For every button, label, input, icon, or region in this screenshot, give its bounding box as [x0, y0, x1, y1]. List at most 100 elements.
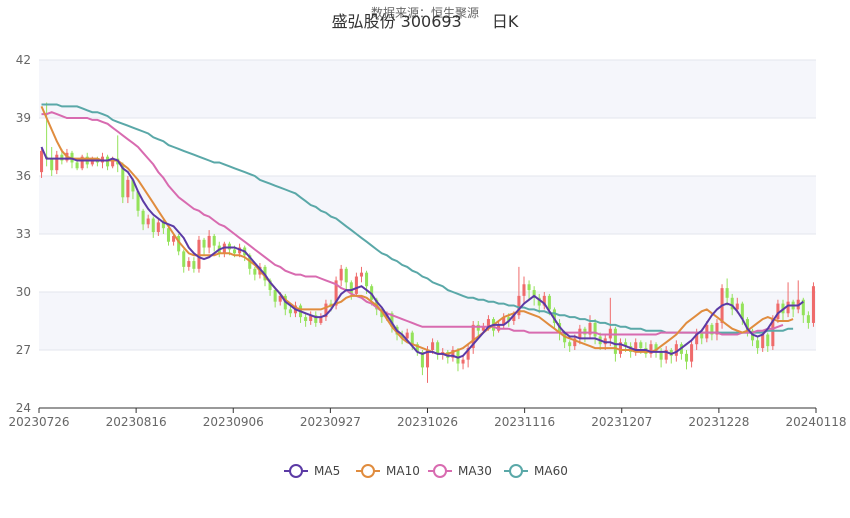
candle-body [415, 344, 419, 352]
candle-body [776, 303, 780, 320]
candle-body [182, 251, 186, 267]
candle-body [806, 315, 810, 323]
candle-body [801, 299, 805, 316]
candle-body [537, 297, 541, 306]
x-tick-label: 20231228 [688, 415, 749, 429]
candle-body [273, 290, 277, 302]
candle-body [471, 324, 475, 349]
candle-body [588, 322, 592, 335]
candle-body [268, 280, 272, 291]
candle-body [624, 342, 628, 347]
y-tick-label: 30 [16, 285, 31, 299]
legend-marker-ma5 [289, 464, 303, 478]
candle-body [166, 228, 171, 242]
candle-body [659, 351, 663, 360]
candle-body [811, 286, 815, 323]
candle-body [695, 332, 699, 345]
candle-body [50, 158, 54, 171]
candle-body [441, 351, 445, 354]
candle-body [172, 235, 176, 242]
candle-body [121, 164, 125, 198]
candle-body [253, 268, 257, 275]
ma5-line [40, 146, 804, 359]
candle-body [232, 249, 237, 254]
candle-body [568, 342, 572, 347]
y-tick-label: 36 [16, 169, 31, 183]
legend-marker-ma60 [509, 464, 523, 478]
candle-body [197, 239, 201, 269]
candle-body [618, 342, 623, 354]
candle-body [420, 351, 424, 368]
x-tick-label: 20230816 [106, 415, 167, 429]
y-tick-label: 33 [16, 227, 31, 241]
y-tick-label: 27 [16, 343, 31, 357]
source-label: 数据来源：恒生聚源 [370, 6, 479, 20]
candle-body [288, 309, 292, 314]
legend-label-ma5: MA5 [314, 464, 340, 478]
legend-label-ma60: MA60 [534, 464, 568, 478]
period-label: 日K [491, 12, 519, 31]
candle-body [359, 272, 364, 277]
candle-body [725, 288, 729, 298]
candle-body [319, 317, 323, 323]
candle-body [75, 162, 79, 169]
candle-body [700, 332, 704, 339]
candle-body [410, 332, 414, 345]
candle-body [766, 334, 770, 347]
ma30-line [41, 111, 784, 336]
candle-body [126, 179, 130, 198]
x-tick-label: 20231026 [397, 415, 458, 429]
x-tick-label: 20240118 [785, 415, 846, 429]
candle-body [324, 303, 328, 318]
candle-body [756, 340, 760, 349]
legend-marker-ma30 [433, 464, 447, 478]
candle-body [786, 301, 790, 314]
legend-label-ma10: MA10 [386, 464, 420, 478]
candle-body [522, 284, 526, 296]
candle-body [309, 315, 313, 321]
candle-body [664, 350, 668, 360]
grid-band [39, 292, 816, 350]
candle-body [55, 154, 59, 171]
candle-body [715, 322, 719, 335]
candle-body [334, 280, 338, 306]
y-tick-label: 42 [16, 53, 31, 67]
candle-body [192, 261, 196, 269]
candle-body [684, 353, 689, 362]
candle-body [466, 348, 470, 360]
candle-body [40, 150, 44, 173]
candle-body [745, 319, 749, 331]
candle-body [212, 235, 216, 246]
candle-body [486, 319, 490, 327]
candle-body [710, 324, 714, 335]
y-tick-label: 24 [16, 401, 31, 415]
legend-marker-ma10 [361, 464, 375, 478]
candle-body [451, 350, 455, 358]
candle-body [613, 328, 617, 354]
candle-body [481, 326, 485, 331]
candle-body [771, 319, 775, 347]
candle-body [314, 315, 318, 323]
candle-body [380, 309, 384, 318]
candle-body [512, 315, 516, 321]
candle-body [136, 191, 140, 211]
candle-body [339, 268, 343, 281]
candle-body [639, 342, 643, 349]
x-tick-label: 20230726 [8, 415, 69, 429]
candle-body [365, 272, 369, 287]
candle-body [400, 334, 404, 339]
candle-body [431, 342, 435, 350]
candle-body [542, 295, 546, 306]
candle-body [207, 235, 211, 248]
candle-body [156, 222, 160, 233]
candle-body [761, 334, 765, 349]
candle-body [507, 317, 511, 321]
candle-body [593, 322, 597, 337]
candle-body [735, 303, 739, 310]
candle-body [151, 218, 155, 233]
candle-body [634, 342, 638, 352]
candle-body [730, 297, 734, 310]
candle-body [278, 295, 282, 302]
candle-body [532, 290, 536, 298]
x-tick-label: 20230927 [300, 415, 361, 429]
